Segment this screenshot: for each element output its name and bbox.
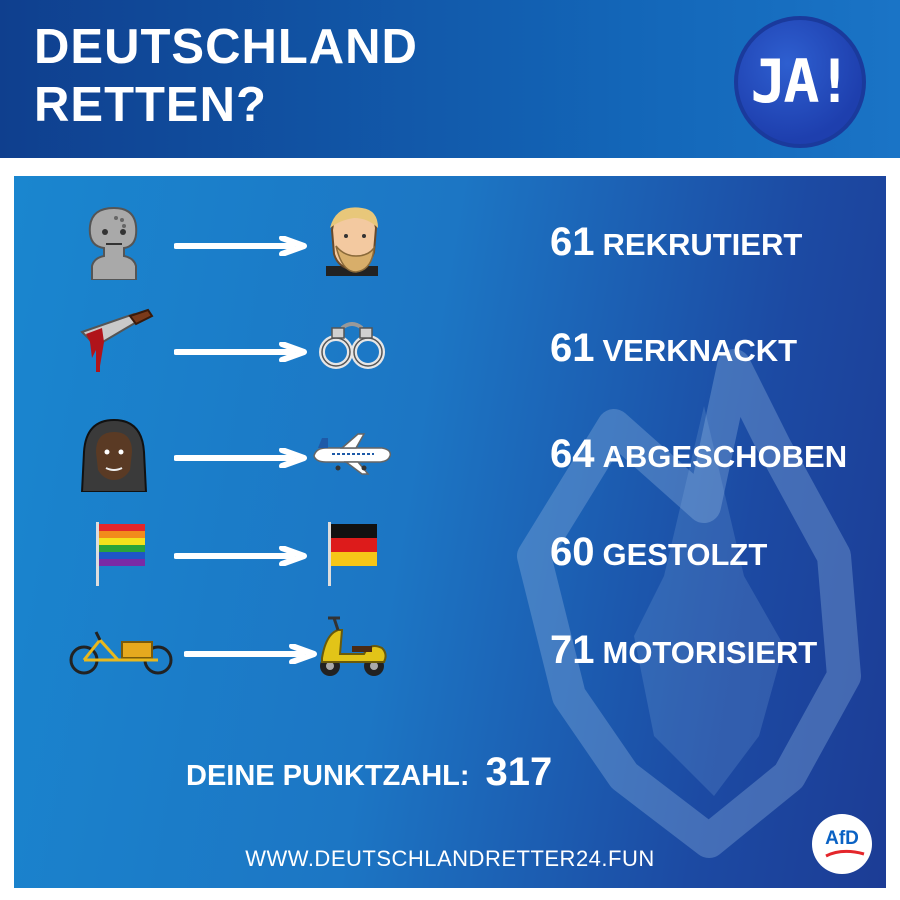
arrow-icon [174,236,307,256]
stat-deported: 64 ABGESCHOBEN [550,432,847,477]
hooded-man-icon [80,418,148,492]
score-value: 317 [485,750,553,794]
chad-face-icon [326,207,378,276]
score-label: DEINE PUNKTZAHL: [186,760,470,792]
arrow-icon [174,546,307,566]
result-row-recruited: 61 REKRUTIERT [14,200,886,290]
result-row-proud: 60 GESTOLZT [14,510,886,600]
arrow-icon [174,342,307,362]
npc-face-icon [88,206,138,280]
ja-badge-icon: JA! [734,16,866,148]
total-score: DEINE PUNKTZAHL: 317 [186,750,552,795]
afd-logo-icon: AfD [812,814,872,874]
stat-proud: 60 GESTOLZT [550,530,767,575]
title-line-2: RETTEN? [34,78,267,132]
stat-label: REKRUTIERT [602,227,803,262]
stat-label: MOTORISIERT [602,635,818,670]
stat-label: VERKNACKT [602,333,798,368]
stat-value: 61 [550,326,595,370]
title-line-1: DEUTSCHLAND [34,20,418,74]
afd-swoosh-icon [825,849,865,858]
afd-logo-text: AfD [825,828,859,849]
ja-badge-text: JA! [750,47,852,117]
result-row-deported: 64 ABGESCHOBEN [14,412,886,502]
website-url[interactable]: WWW.DEUTSCHLANDRETTER24.FUN [245,846,655,871]
result-row-motorized: 71 MOTORISIERT [14,608,886,698]
score-card: 61 REKRUTIERT 61 VERKNACKT [14,176,886,888]
bloody-knife-icon [80,308,154,372]
stat-value: 64 [550,432,595,476]
header-banner: DEUTSCHLAND RETTEN? JA! [0,0,900,158]
stat-jailed: 61 VERKNACKT [550,326,797,371]
page-title: DEUTSCHLAND RETTEN? [34,18,418,134]
stat-value: 60 [550,530,595,574]
stat-value: 71 [550,628,595,672]
stat-motorized: 71 MOTORISIERT [550,628,817,673]
stat-value: 61 [550,220,595,264]
handcuffs-icon [319,322,385,369]
scooter-icon [320,616,387,676]
rainbow-flag-icon [96,522,145,586]
stat-recruited: 61 REKRUTIERT [550,220,802,265]
cargo-bike-icon [69,631,173,675]
arrow-icon [184,644,317,664]
stat-label: ABGESCHOBEN [602,439,848,474]
arrow-icon [174,448,307,468]
result-row-jailed: 61 VERKNACKT [14,306,886,396]
airplane-icon [313,433,392,475]
flame-watermark-icon [517,349,861,858]
german-flag-icon [328,522,377,586]
stat-label: GESTOLZT [602,537,768,572]
